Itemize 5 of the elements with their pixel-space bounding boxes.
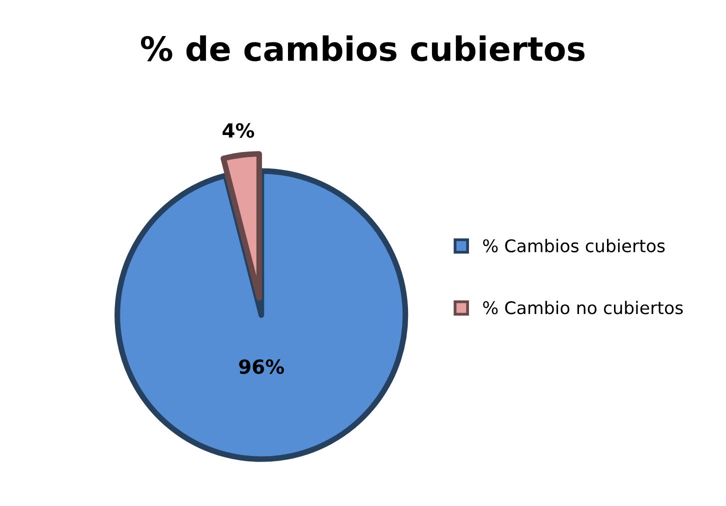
- legend-label: % Cambios cubiertos: [483, 238, 665, 252]
- data-label: 96%: [239, 359, 284, 374]
- chart-title: % de cambios cubiertos: [140, 35, 585, 62]
- legend-label: % Cambio no cubiertos: [483, 300, 683, 314]
- data-label: 4%: [222, 123, 254, 138]
